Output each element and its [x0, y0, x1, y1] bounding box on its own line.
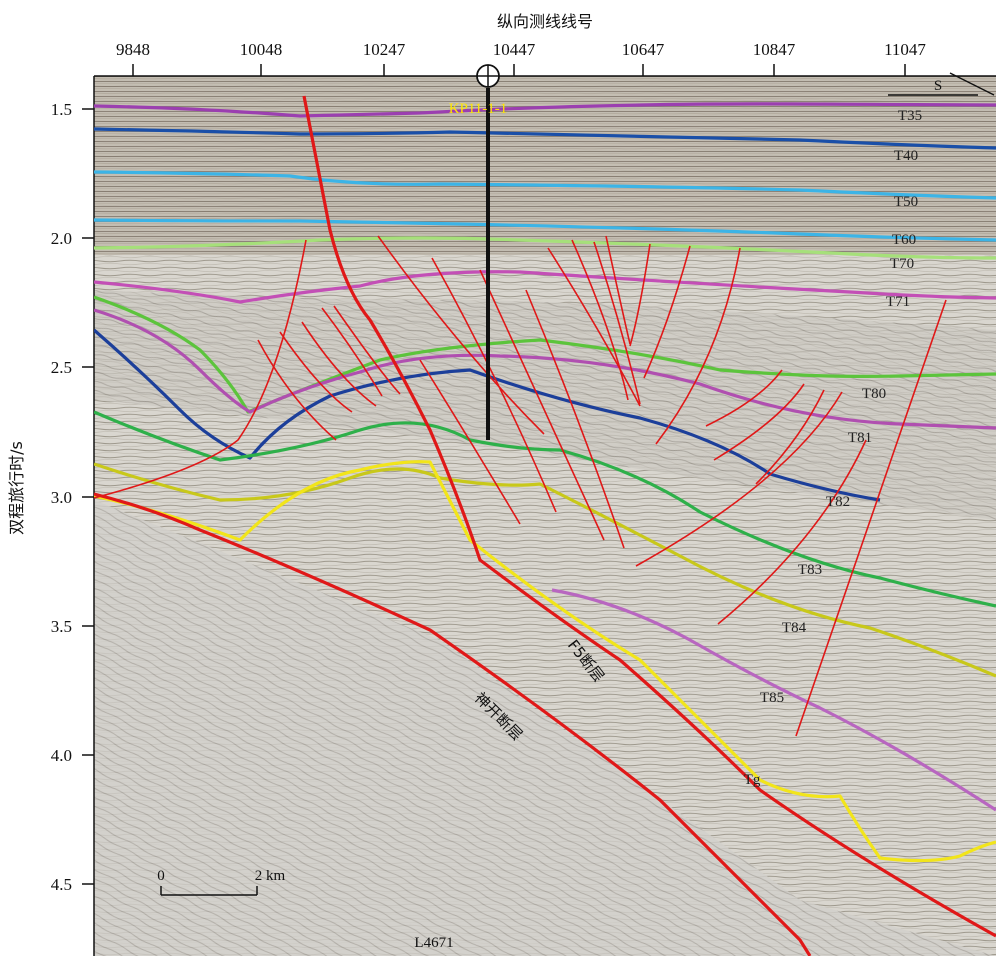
f5-fault-line — [302, 95, 996, 938]
minor-fault-line — [655, 247, 741, 445]
minor-fault-line — [713, 383, 805, 461]
minor-fault-line — [717, 439, 867, 625]
horizon-label: T60 — [892, 232, 916, 248]
scale-bar: 0 2 km — [157, 868, 286, 896]
minor-fault-line — [629, 243, 651, 347]
top-tick-label: 11047 — [884, 40, 926, 59]
horizon-label: T85 — [760, 690, 784, 706]
minor-faults — [94, 235, 947, 737]
horizon-t50 — [94, 170, 996, 200]
left-tick-label: 1.5 — [51, 100, 72, 119]
minor-fault-line — [257, 339, 337, 441]
horizons — [94, 102, 996, 863]
left-tick-label: 4.5 — [51, 875, 72, 894]
horizon-label: T71 — [886, 294, 910, 310]
horizon-t70 — [94, 236, 996, 260]
horizon-label: T82 — [826, 494, 850, 510]
well-label: KP11-1-1 — [449, 101, 508, 117]
scale-bar-start-label: 0 — [157, 868, 165, 884]
shenkai-fault-line — [94, 492, 812, 956]
minor-fault-line — [301, 321, 377, 407]
horizon-t71 — [94, 270, 996, 304]
minor-fault-line — [321, 307, 383, 397]
horizon-label: T81 — [848, 430, 872, 446]
horizon-labels: T35 T40 T50 T60 T70 T71 T80 T81 T82 T83 … — [744, 108, 922, 788]
horizon-t81 — [94, 308, 996, 430]
minor-fault-line — [605, 235, 631, 345]
minor-fault-line — [479, 269, 605, 541]
minor-fault-line — [643, 245, 691, 379]
scale-bar-end-label: 2 km — [255, 868, 286, 884]
left-tick-label: 2.5 — [51, 358, 72, 377]
minor-fault-line — [755, 389, 825, 485]
horizon-label: T70 — [890, 256, 914, 272]
left-tick-label: 3.5 — [51, 617, 72, 636]
top-tick-label: 9848 — [116, 40, 150, 59]
minor-fault-line — [571, 239, 629, 401]
left-axis-title: 双程旅行时/s — [7, 441, 26, 535]
well-marker: KP11-1-1 — [449, 64, 508, 440]
horizon-label: T35 — [898, 108, 922, 124]
horizon-label: T80 — [862, 386, 886, 402]
horizon-t35 — [94, 102, 996, 118]
top-tick-label: 10647 — [622, 40, 665, 59]
top-tick-label: 10447 — [493, 40, 536, 59]
minor-fault-line — [635, 391, 843, 567]
horizon-tg — [94, 460, 996, 863]
minor-fault-line — [279, 331, 353, 413]
top-axis-title: 纵向测线线号 — [497, 12, 593, 31]
top-axis-ticks: 9848 10048 10247 10447 10647 10847 11047 — [116, 40, 926, 76]
horizon-t40 — [94, 127, 996, 150]
minor-fault-line — [525, 289, 625, 549]
main-faults — [94, 95, 996, 956]
left-tick-label: 2.0 — [51, 229, 72, 248]
minor-fault-line — [705, 369, 783, 427]
minor-fault-line — [419, 359, 521, 525]
minor-fault-line — [94, 239, 307, 499]
top-tick-label: 10048 — [240, 40, 283, 59]
left-tick-label: 3.0 — [51, 488, 72, 507]
seismic-background — [94, 76, 996, 956]
minor-fault-line — [547, 247, 641, 407]
horizon-t60 — [94, 218, 996, 242]
direction-indicator: S — [888, 72, 995, 96]
left-tick-label: 4.0 — [51, 746, 72, 765]
horizon-label: T84 — [782, 620, 807, 636]
minor-fault-line — [431, 257, 557, 513]
horizon-label: T83 — [798, 562, 822, 578]
top-tick-label: 10847 — [753, 40, 796, 59]
horizon-label: T40 — [894, 148, 918, 164]
horizon-t84 — [94, 462, 996, 678]
horizon-t83 — [94, 410, 996, 608]
direction-label: S — [934, 78, 942, 94]
horizon-label: Tg — [744, 772, 761, 788]
direction-arrow-icon — [949, 72, 995, 96]
horizon-label: T50 — [894, 194, 918, 210]
top-tick-label: 10247 — [363, 40, 406, 59]
left-axis-ticks: 1.5 2.0 2.5 3.0 3.5 4.0 4.5 — [51, 100, 94, 894]
minor-fault-line — [795, 299, 947, 737]
minor-fault-line — [593, 241, 641, 405]
line-name-label: L4671 — [414, 935, 453, 951]
minor-fault-line — [377, 235, 545, 435]
minor-fault-line — [333, 305, 401, 395]
horizon-t85 — [551, 588, 996, 812]
